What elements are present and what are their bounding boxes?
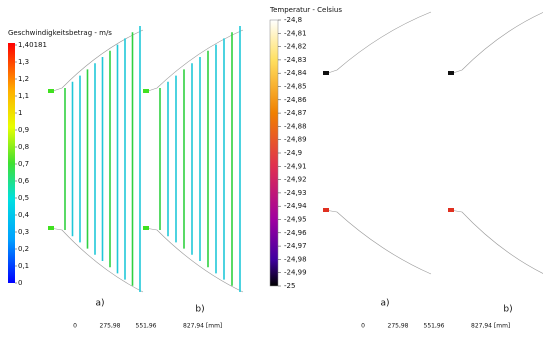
scale-label: 275,98 xyxy=(100,323,121,330)
colorbar-label: 0,5 xyxy=(18,194,29,202)
colorbar-label: -24,97 xyxy=(284,242,307,250)
colorbar-label: -25 xyxy=(284,282,295,290)
scale-label: 0 xyxy=(73,323,77,330)
header xyxy=(145,30,243,92)
colorbar-label: -24,89 xyxy=(284,136,307,144)
colorbar-label: 0,9 xyxy=(18,126,29,134)
scale-label: 0 xyxy=(361,323,365,330)
panel-label: b) xyxy=(195,305,204,315)
panel-label: a) xyxy=(95,299,104,309)
colorbar-label: -24,86 xyxy=(284,96,307,104)
scale-label: 827,94 [mm] xyxy=(471,323,510,330)
port xyxy=(48,89,54,93)
header xyxy=(50,30,143,92)
colorbar-label: 0,3 xyxy=(18,228,29,236)
colorbar-label: 0,1 xyxy=(18,262,29,270)
header xyxy=(325,12,431,74)
colorbar-label: 1 xyxy=(18,109,22,117)
colorbar-label: -24,91 xyxy=(284,162,307,170)
colorbar-label: -24,92 xyxy=(284,176,307,184)
colorbar-label: -24,96 xyxy=(284,229,307,237)
colorbar-label: 0,4 xyxy=(18,211,30,219)
port xyxy=(323,208,329,212)
colorbar-label: 1,2 xyxy=(18,75,29,83)
panel-label: a) xyxy=(380,299,389,309)
colorbar-label: 0,2 xyxy=(18,245,29,253)
colorbar-label: -24,95 xyxy=(284,216,307,224)
colorbar-label: -24,94 xyxy=(284,202,307,210)
colorbar-label: -24,88 xyxy=(284,122,307,130)
scale-label: 551,96 xyxy=(424,323,445,330)
colorbar-label: -24,83 xyxy=(284,56,307,64)
colorbar-title: Geschwindigkeitsbetrag - m/s xyxy=(8,29,112,37)
page: {"velocity": {"title": "Geschwindigkeits… xyxy=(0,0,543,335)
colorbar-label: -24,99 xyxy=(284,269,307,277)
colorbar-label: 1,3 xyxy=(18,58,29,66)
colorbar-label: -24,85 xyxy=(284,83,307,91)
figure: Geschwindigkeitsbetrag - m/s Temperatur … xyxy=(0,0,543,335)
colorbar-label: -24,82 xyxy=(284,43,307,51)
scale-label: 551,96 xyxy=(136,323,157,330)
header xyxy=(50,228,143,292)
colorbar-title: Temperatur - Celsius xyxy=(269,6,342,14)
port xyxy=(48,226,54,230)
header xyxy=(450,12,543,74)
port xyxy=(448,71,454,75)
colorbar-label: -24,84 xyxy=(284,69,307,77)
colorbar-label: 0,7 xyxy=(18,160,29,168)
scale-label: 275,98 xyxy=(388,323,409,330)
header xyxy=(145,228,243,292)
colorbar-label: 0 xyxy=(18,279,22,287)
colorbar-label: 1,40181 xyxy=(18,41,47,49)
colorbar-label: -24,93 xyxy=(284,189,307,197)
port xyxy=(143,89,149,93)
colorbar-label: -24,98 xyxy=(284,255,307,263)
colorbar-label: -24,8 xyxy=(284,16,302,24)
port xyxy=(448,208,454,212)
colorbar xyxy=(8,43,15,283)
header xyxy=(325,210,431,274)
header xyxy=(450,210,543,274)
colorbar-label: -24,9 xyxy=(284,149,302,157)
panel-label: b) xyxy=(503,305,512,315)
colorbar-label: -24,81 xyxy=(284,29,307,37)
port xyxy=(143,226,149,230)
colorbar-label: -24,87 xyxy=(284,109,307,117)
scale-label: 827,94 [mm] xyxy=(183,323,222,330)
colorbar-label: 1,1 xyxy=(18,92,29,100)
colorbar xyxy=(270,20,278,286)
port xyxy=(323,71,329,75)
colorbar-label: 0,8 xyxy=(18,143,29,151)
colorbar-label: 0,6 xyxy=(18,177,30,185)
